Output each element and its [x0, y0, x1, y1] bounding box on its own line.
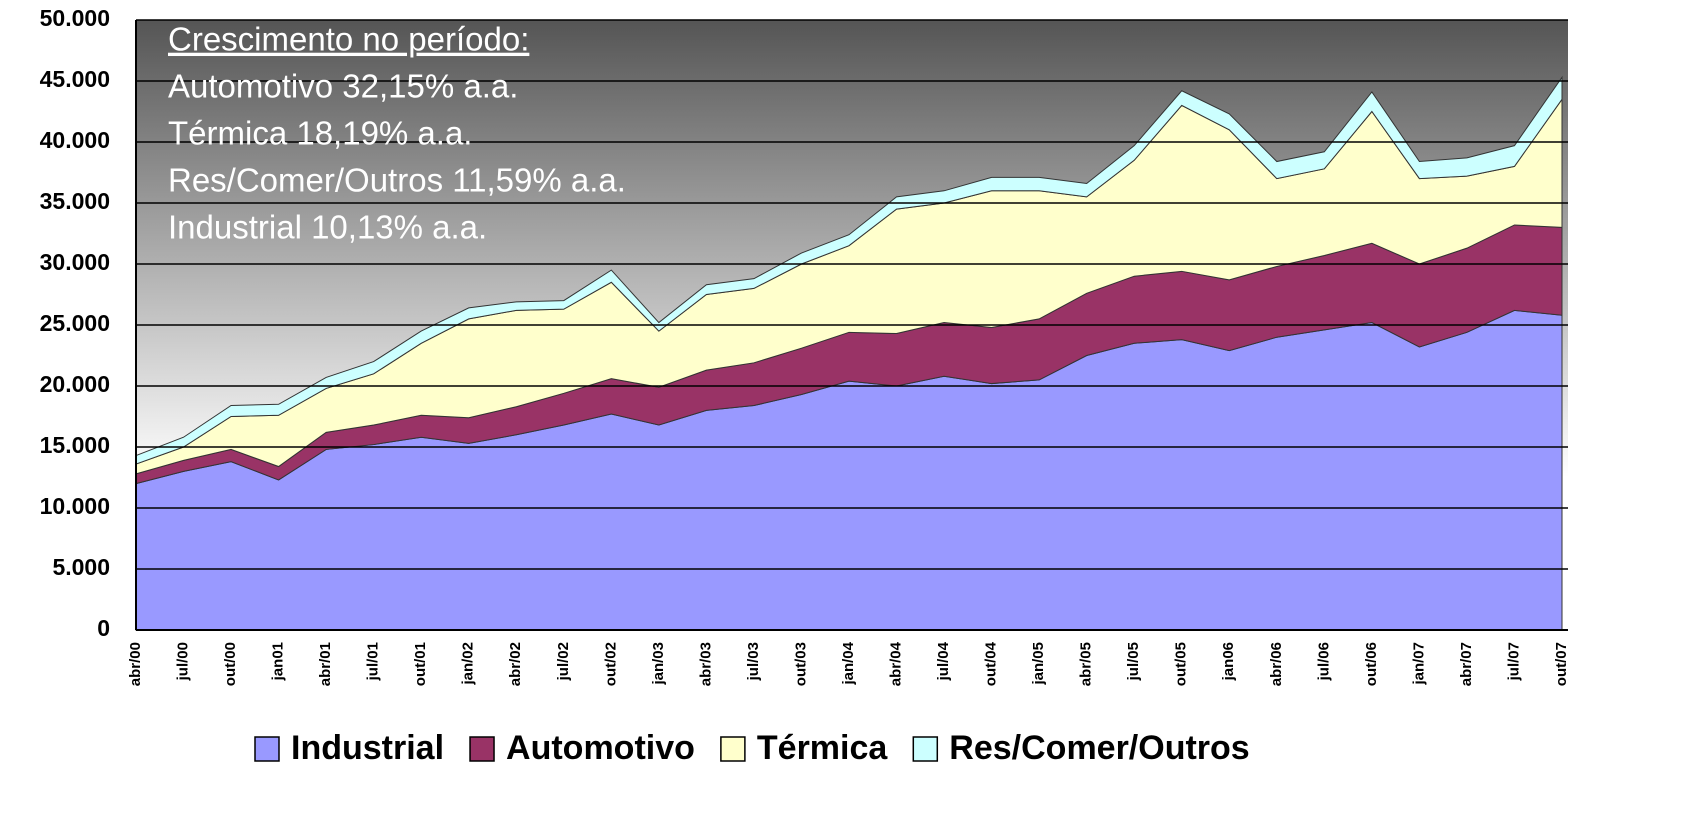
x-tick-label: abr/01	[317, 642, 334, 686]
y-tick-label: 45.000	[40, 66, 110, 92]
x-tick-label: jul/01	[365, 642, 382, 681]
y-tick-label: 15.000	[40, 432, 110, 458]
area	[135, 75, 1563, 465]
x-tick-label: jul/03	[745, 642, 762, 681]
x-tick-label: out/05	[1173, 642, 1190, 686]
x-tick-label: abr/02	[507, 642, 524, 686]
legend-swatch	[720, 736, 746, 762]
x-tick-label: abr/00	[127, 642, 144, 686]
y-tick-label: 30.000	[40, 249, 110, 275]
x-tick-label: jul/07	[1505, 642, 1522, 681]
x-tick-label: jan/03	[650, 642, 667, 686]
x-tick-label: jan/04	[840, 641, 857, 685]
x-tick-label: jan/05	[1030, 642, 1047, 686]
x-tick-label: abr/05	[1078, 642, 1095, 686]
annotation: Crescimento no período:	[168, 21, 529, 58]
x-tick-label: jul/05	[1125, 642, 1142, 681]
x-tick-label: out/01	[412, 642, 429, 686]
x-tick-label: out/00	[222, 642, 239, 686]
x-tick-label: jan01	[270, 642, 287, 681]
x-tick-label: abr/07	[1458, 642, 1475, 686]
y-tick-label: 5.000	[52, 554, 110, 580]
legend-label: Res/Comer/Outros	[949, 729, 1249, 767]
y-tick-label: 40.000	[40, 127, 110, 153]
x-tick-label: out/03	[792, 642, 809, 686]
x-tick-label: jul/00	[175, 642, 192, 681]
x-tick-label: out/07	[1553, 642, 1570, 686]
legend-label: Térmica	[757, 729, 888, 767]
legend-swatch	[469, 736, 495, 762]
x-tick-label: abr/06	[1268, 642, 1285, 686]
x-tick-label: jul/06	[1315, 642, 1332, 681]
x-tick-label: jul/02	[555, 642, 572, 681]
y-tick-label: 50.000	[40, 5, 110, 31]
legend-label: Automotivo	[506, 729, 695, 767]
x-tick-label: out/06	[1363, 642, 1380, 686]
annotation: Automotivo 32,15% a.a.	[168, 68, 518, 105]
x-tick-label: jan/07	[1410, 642, 1427, 686]
x-tick-label: abr/03	[697, 642, 714, 686]
y-tick-label: 0	[97, 615, 110, 641]
x-tick-label: jan/02	[460, 642, 477, 686]
legend-label: Industrial	[291, 729, 444, 767]
y-tick-label: 25.000	[40, 310, 110, 336]
y-tick-label: 20.000	[40, 371, 110, 397]
x-tick-label: out/04	[983, 641, 1000, 686]
annotation: Res/Comer/Outros 11,59% a.a.	[168, 162, 626, 199]
legend-swatch	[912, 736, 939, 762]
annotation: Industrial 10,13% a.a.	[168, 209, 487, 246]
y-tick-label: 35.000	[40, 188, 110, 214]
x-tick-label: abr/04	[888, 641, 905, 686]
x-tick-label: jul/04	[935, 641, 952, 681]
legend-swatch	[254, 736, 280, 762]
x-tick-label: out/02	[602, 642, 619, 686]
annotation: Térmica 18,19% a.a.	[168, 115, 472, 152]
y-tick-label: 10.000	[40, 493, 110, 519]
x-tick-label: jan06	[1220, 642, 1237, 681]
